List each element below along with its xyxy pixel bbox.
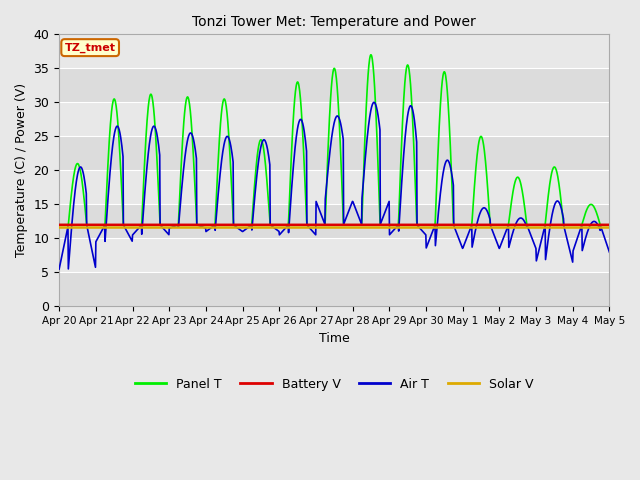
Bar	[59, 35, 609, 68]
Y-axis label: Temperature (C) / Power (V): Temperature (C) / Power (V)	[15, 84, 28, 257]
Bar	[59, 239, 609, 273]
X-axis label: Time: Time	[319, 332, 349, 345]
Bar	[59, 170, 609, 204]
Bar	[59, 136, 609, 170]
Bar	[59, 102, 609, 136]
Bar	[59, 273, 609, 306]
Bar	[59, 68, 609, 102]
Legend: Panel T, Battery V, Air T, Solar V: Panel T, Battery V, Air T, Solar V	[130, 372, 539, 396]
Title: Tonzi Tower Met: Temperature and Power: Tonzi Tower Met: Temperature and Power	[193, 15, 476, 29]
Bar	[59, 204, 609, 239]
Text: TZ_tmet: TZ_tmet	[65, 43, 116, 53]
